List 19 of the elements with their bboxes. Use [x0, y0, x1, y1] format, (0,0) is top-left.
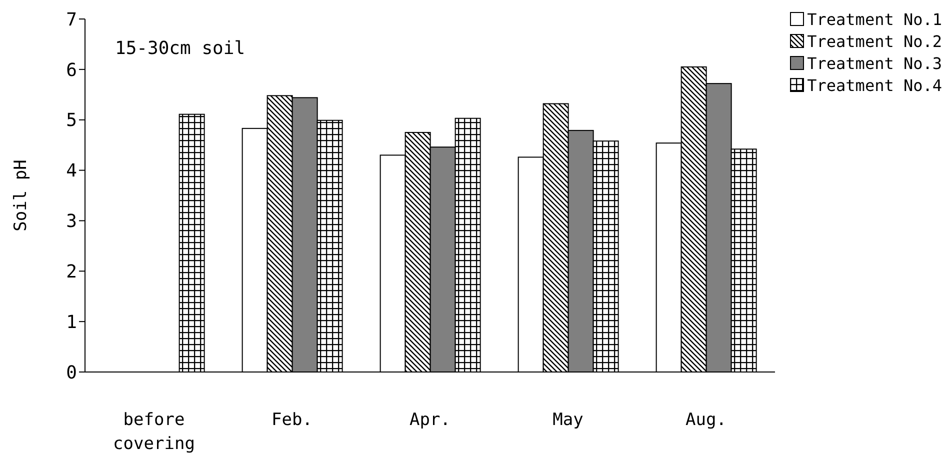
y-tick-label: 7 [66, 9, 77, 30]
y-tick-label: 0 [66, 362, 77, 384]
legend-label: Treatment No.1 [807, 10, 942, 28]
y-tick-label: 5 [66, 110, 77, 132]
y-tick-label: 4 [66, 160, 77, 182]
x-tick-label: before covering [113, 410, 195, 454]
y-tick-label: 2 [66, 262, 77, 283]
legend-label: Treatment No.2 [807, 32, 942, 50]
y-tick-label: 3 [66, 211, 77, 232]
legend-label: Treatment No.4 [807, 76, 942, 94]
y-tick-label: 1 [66, 312, 77, 333]
y-tick-label: 6 [66, 60, 77, 81]
x-tick-label: Apr. [410, 410, 450, 430]
legend-label: Treatment No.3 [807, 54, 942, 72]
x-tick-label: Aug. [686, 410, 726, 430]
y-axis-title: Soil pH [11, 160, 32, 232]
x-tick-label: Feb. [272, 410, 312, 430]
x-tick-label: May [552, 410, 584, 430]
panel-note: 15-30cm soil [115, 38, 246, 59]
